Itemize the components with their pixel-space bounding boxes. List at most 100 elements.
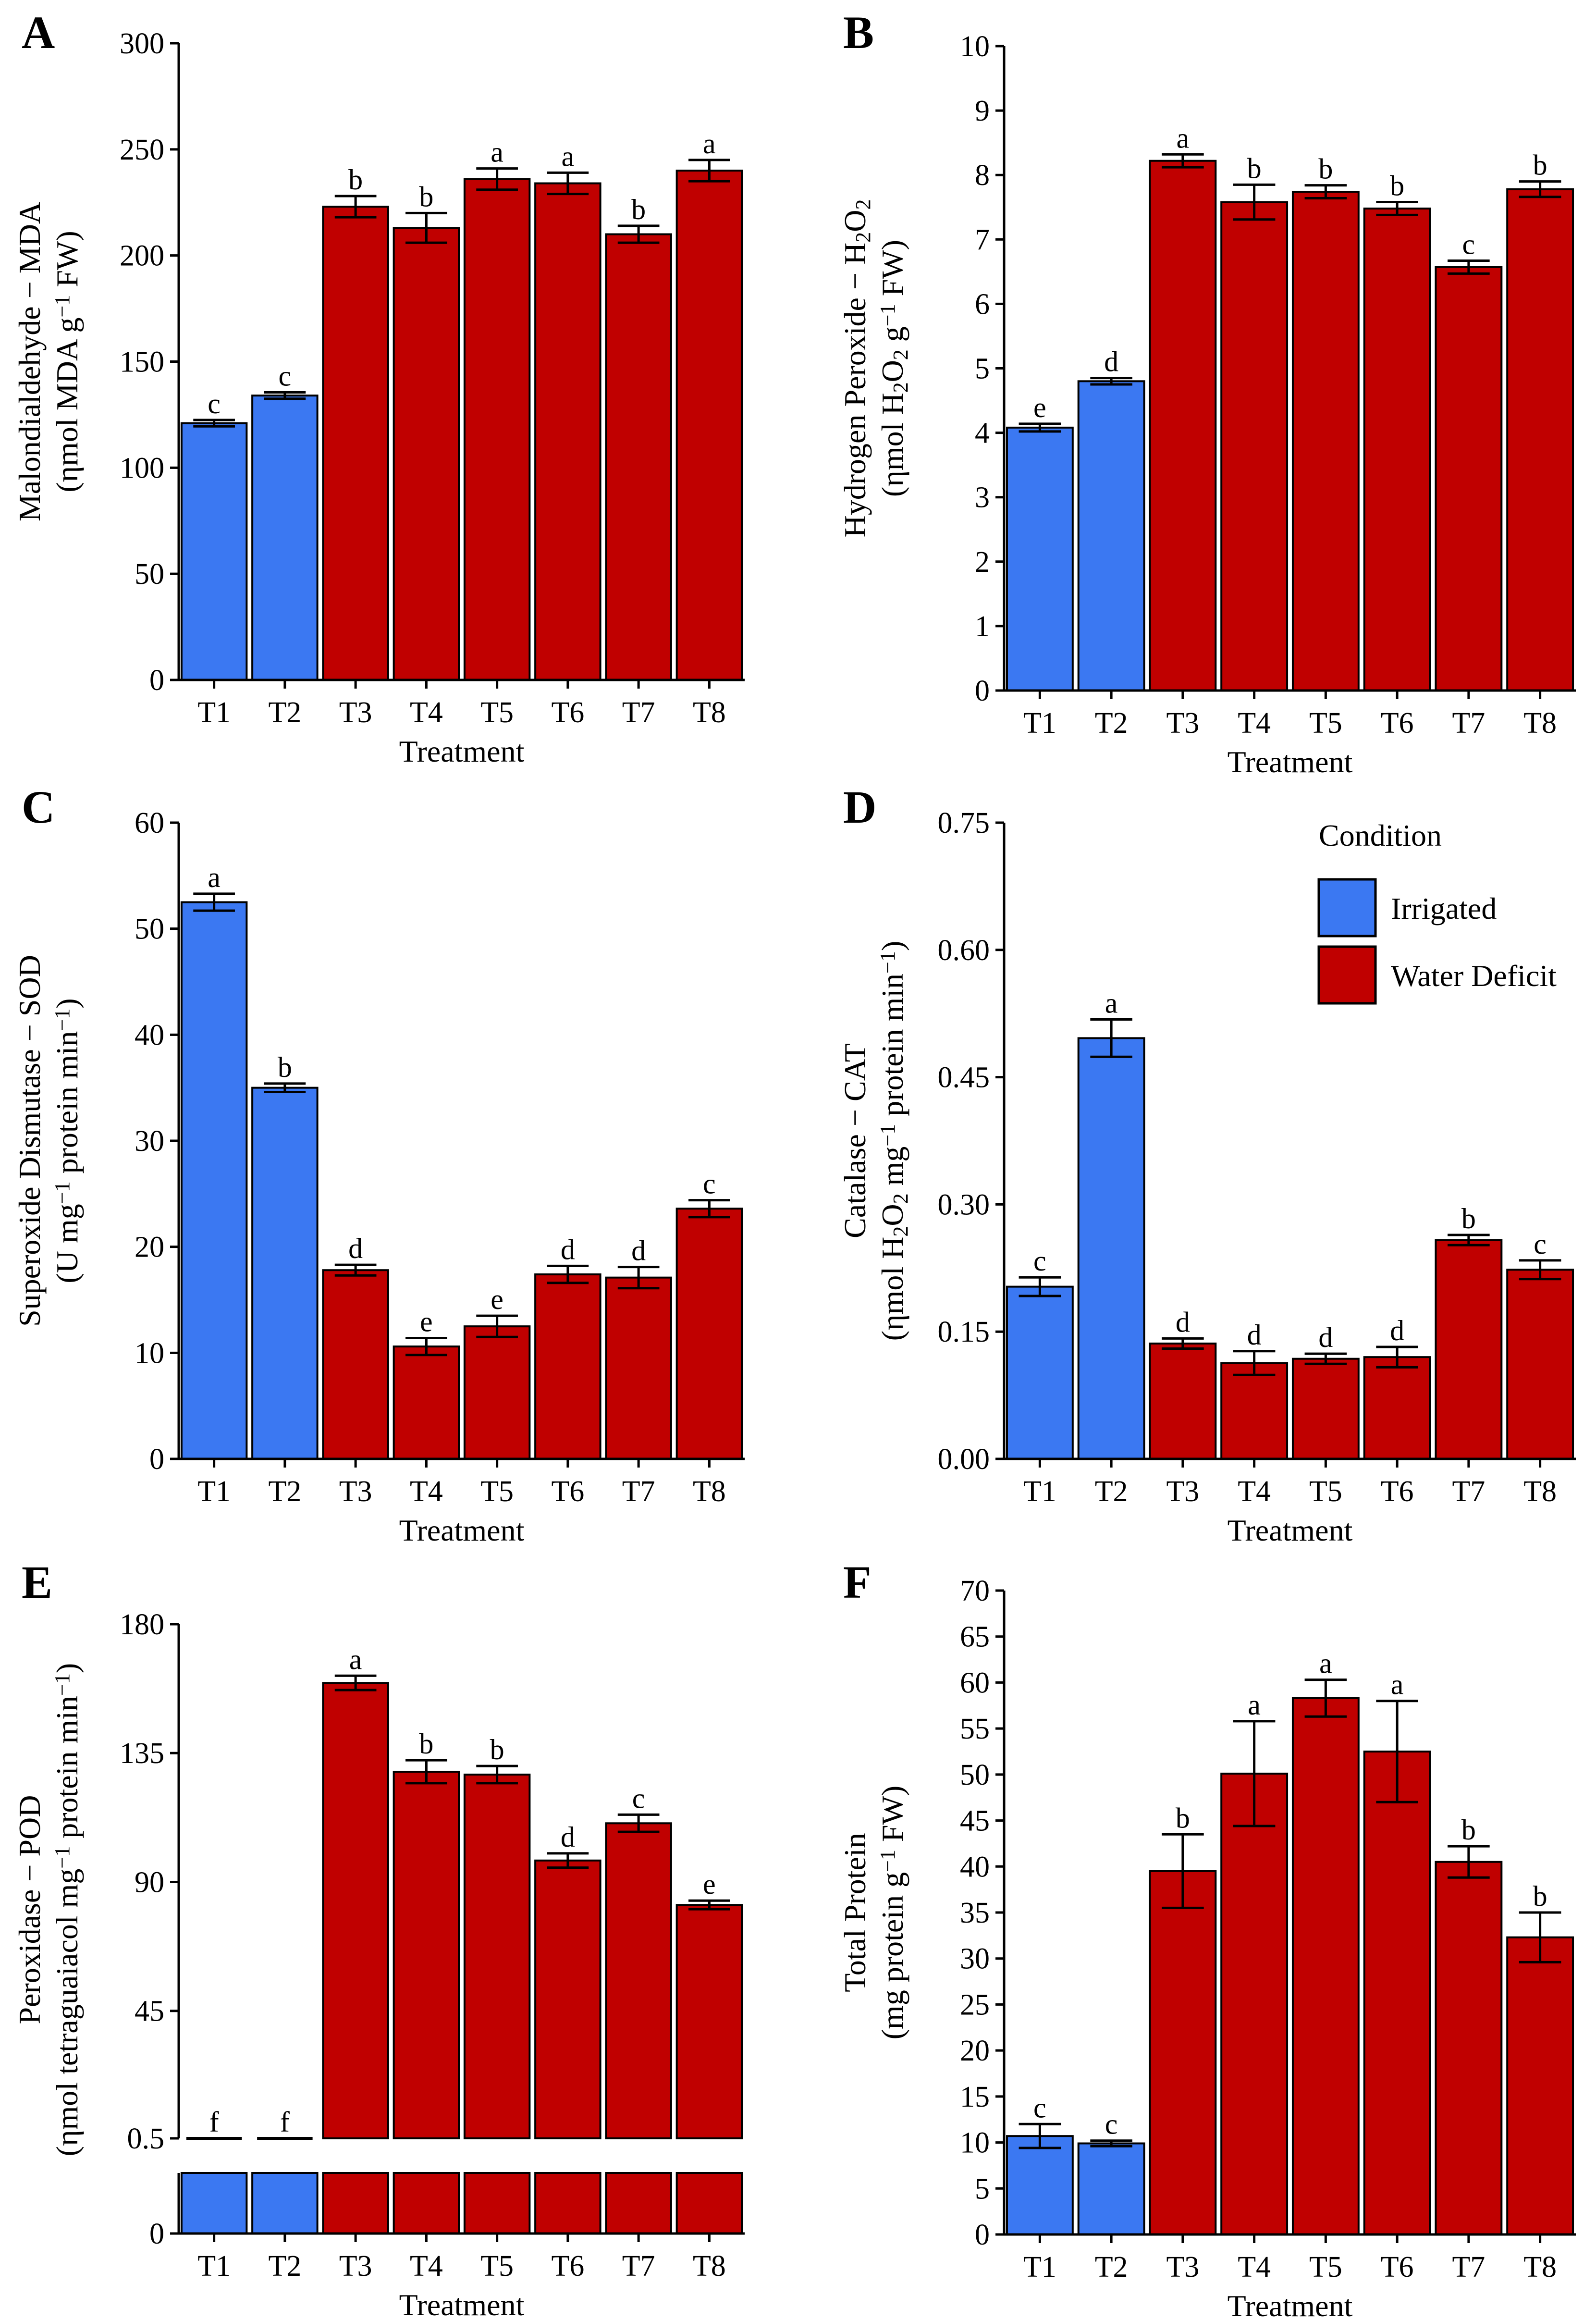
bar-t8 bbox=[675, 1208, 743, 1460]
x-tick-label-t3: T3 bbox=[339, 696, 372, 729]
sig-letter-t3: b bbox=[1176, 1802, 1190, 1834]
bar-lower-t5 bbox=[463, 2172, 531, 2234]
x-tick-label-t3: T3 bbox=[1166, 2251, 1199, 2283]
x-tick-label-t7: T7 bbox=[1452, 2251, 1485, 2283]
y-axis-title-line-2: (ηmol H2O2 g−1 FW) bbox=[875, 240, 912, 497]
y-tick-label: 3 bbox=[975, 481, 990, 514]
x-tick-label-t4: T4 bbox=[410, 1475, 443, 1508]
bar-t6 bbox=[534, 182, 602, 681]
sig-letter-t4: b bbox=[419, 1728, 433, 1760]
x-tick-label-t3: T3 bbox=[339, 2250, 372, 2283]
x-tick-label-t5: T5 bbox=[1309, 1475, 1342, 1508]
y-tick-label: 90 bbox=[135, 1866, 164, 1899]
bar-t7 bbox=[1435, 266, 1503, 691]
x-tick-label-t8: T8 bbox=[693, 696, 726, 729]
bar-t6 bbox=[1363, 207, 1431, 691]
bar-t1 bbox=[180, 422, 248, 681]
bar-lower-t4 bbox=[393, 2172, 460, 2234]
sig-letter-t7: c bbox=[632, 1782, 645, 1814]
x-tick-label-t4: T4 bbox=[410, 2250, 443, 2283]
y-tick-label: 2 bbox=[975, 546, 990, 579]
bar-t2 bbox=[251, 395, 319, 681]
x-tick-label-t7: T7 bbox=[1452, 1475, 1485, 1508]
y-axis-title-line-2: (ηmol MDA g−1 FW) bbox=[50, 231, 84, 492]
sig-letter-t2: c bbox=[1105, 2109, 1118, 2140]
panel-d: D 0.00 0.15 0.30 0.45 0.60 0.75 c a d d d d b c T1 T2 T3 T… bbox=[838, 781, 1576, 1547]
bar-t3 bbox=[1149, 1870, 1217, 2236]
sig-letter-t4: e bbox=[420, 1306, 433, 1337]
sig-letter-t6: d bbox=[561, 1821, 575, 1853]
x-tick-label-t8: T8 bbox=[693, 1475, 726, 1508]
y-axis-title-line-1: Malondialdehyde − MDA bbox=[12, 202, 47, 521]
bar-t7 bbox=[1435, 1861, 1503, 2236]
y-tick-label: 55 bbox=[960, 1713, 990, 1745]
x-axis-title: Treatment bbox=[1228, 2289, 1353, 2320]
bar-t4 bbox=[1220, 1362, 1289, 1460]
y-tick-label: 50 bbox=[135, 913, 164, 946]
bar-t7 bbox=[605, 233, 672, 681]
bar-upper-t3 bbox=[322, 1682, 389, 2139]
legend-label-irrigated: Irrigated bbox=[1391, 891, 1497, 926]
y-axis-title-line-2: (ηmol H2O2 mg−1 protein min−1) bbox=[875, 941, 912, 1341]
bar-t6 bbox=[1363, 1356, 1431, 1460]
y-tick-label: 30 bbox=[960, 1943, 990, 1975]
bar-t3 bbox=[1149, 1342, 1217, 1460]
sig-letter-t6: b bbox=[1390, 170, 1404, 202]
y-tick-label: 180 bbox=[120, 1608, 164, 1641]
y-tick-label: 5 bbox=[975, 2172, 990, 2205]
y-tick-label: 0 bbox=[975, 2219, 990, 2251]
sig-letter-t4: d bbox=[1247, 1319, 1262, 1351]
sig-letter-t5: b bbox=[1318, 153, 1333, 185]
sig-letter-t5: d bbox=[1318, 1321, 1333, 1353]
x-tick-label-t3: T3 bbox=[1166, 1475, 1199, 1508]
y-tick-label: 6 bbox=[975, 288, 990, 321]
y-axis-title-line-2: (U mg−1 protein min−1) bbox=[50, 998, 84, 1283]
bar-t2 bbox=[1077, 1037, 1145, 1460]
x-tick-label-t2: T2 bbox=[268, 1475, 301, 1508]
sig-letter-t7: b bbox=[1461, 1814, 1476, 1846]
panel-letter-b: B bbox=[843, 7, 874, 58]
sig-letter-t5: e bbox=[491, 1283, 503, 1315]
bar-t5 bbox=[1291, 1357, 1360, 1460]
x-tick-label-t3: T3 bbox=[1166, 707, 1199, 740]
x-tick-label-t6: T6 bbox=[1381, 2251, 1414, 2283]
y-tick-label: 40 bbox=[960, 1851, 990, 1883]
sig-letter-t1: f bbox=[209, 2106, 219, 2138]
sig-letter-t2: c bbox=[279, 360, 292, 392]
bar-t2 bbox=[251, 1086, 319, 1460]
x-tick-label-t8: T8 bbox=[693, 2250, 726, 2283]
x-axis-title: Treatment bbox=[399, 1513, 525, 1547]
y-tick-label: 9 bbox=[975, 95, 990, 127]
sig-letter-t4: b bbox=[419, 181, 433, 212]
y-tick-label: 70 bbox=[960, 1575, 990, 1607]
sig-letter-t3: a bbox=[349, 1643, 362, 1675]
bar-t8 bbox=[1506, 188, 1574, 691]
bar-t1 bbox=[180, 901, 248, 1460]
x-tick-label-t1: T1 bbox=[197, 1475, 231, 1508]
panel-letter-e: E bbox=[22, 1556, 52, 1608]
y-tick-label: 40 bbox=[135, 1019, 164, 1051]
x-tick-label-t6: T6 bbox=[551, 696, 584, 729]
sig-letter-t4: a bbox=[1248, 1689, 1261, 1721]
sig-letter-t5: a bbox=[491, 136, 503, 168]
y-tick-label: 135 bbox=[120, 1737, 164, 1770]
panel-c: C 0 10 20 30 40 50 60 a b d e e d d c T1 T2 T3 T4 T5 T6 T7 T8 Tr… bbox=[12, 781, 745, 1547]
sig-letter-t1: c bbox=[1033, 2092, 1046, 2123]
y-tick-label: 5 bbox=[975, 353, 990, 385]
sig-letter-t1: c bbox=[208, 388, 221, 420]
panel-b: B 0 1 2 3 4 5 6 7 8 9 10 e d a b b b c b T1 T2 T3 T4 T5 T6 T7 T8 Tre… bbox=[838, 7, 1576, 779]
y-tick-label: 7 bbox=[975, 223, 990, 256]
y-tick-label: 0.00 bbox=[938, 1443, 990, 1476]
y-tick-label: 100 bbox=[120, 452, 164, 484]
sig-letter-t4: b bbox=[1247, 152, 1262, 184]
bar-t5 bbox=[463, 1325, 531, 1460]
x-tick-label-t1: T1 bbox=[1023, 2251, 1056, 2283]
y-tick-label: 45 bbox=[960, 1805, 990, 1838]
y-tick-label: 300 bbox=[120, 27, 164, 60]
x-tick-label-t4: T4 bbox=[410, 696, 443, 729]
bar-lower-t1 bbox=[180, 2172, 248, 2234]
y-tick-label: 0.15 bbox=[938, 1316, 990, 1348]
y-tick-label: 45 bbox=[135, 1995, 164, 2028]
sig-letter-t6: d bbox=[1390, 1315, 1404, 1346]
sig-letter-t2: d bbox=[1104, 346, 1118, 378]
